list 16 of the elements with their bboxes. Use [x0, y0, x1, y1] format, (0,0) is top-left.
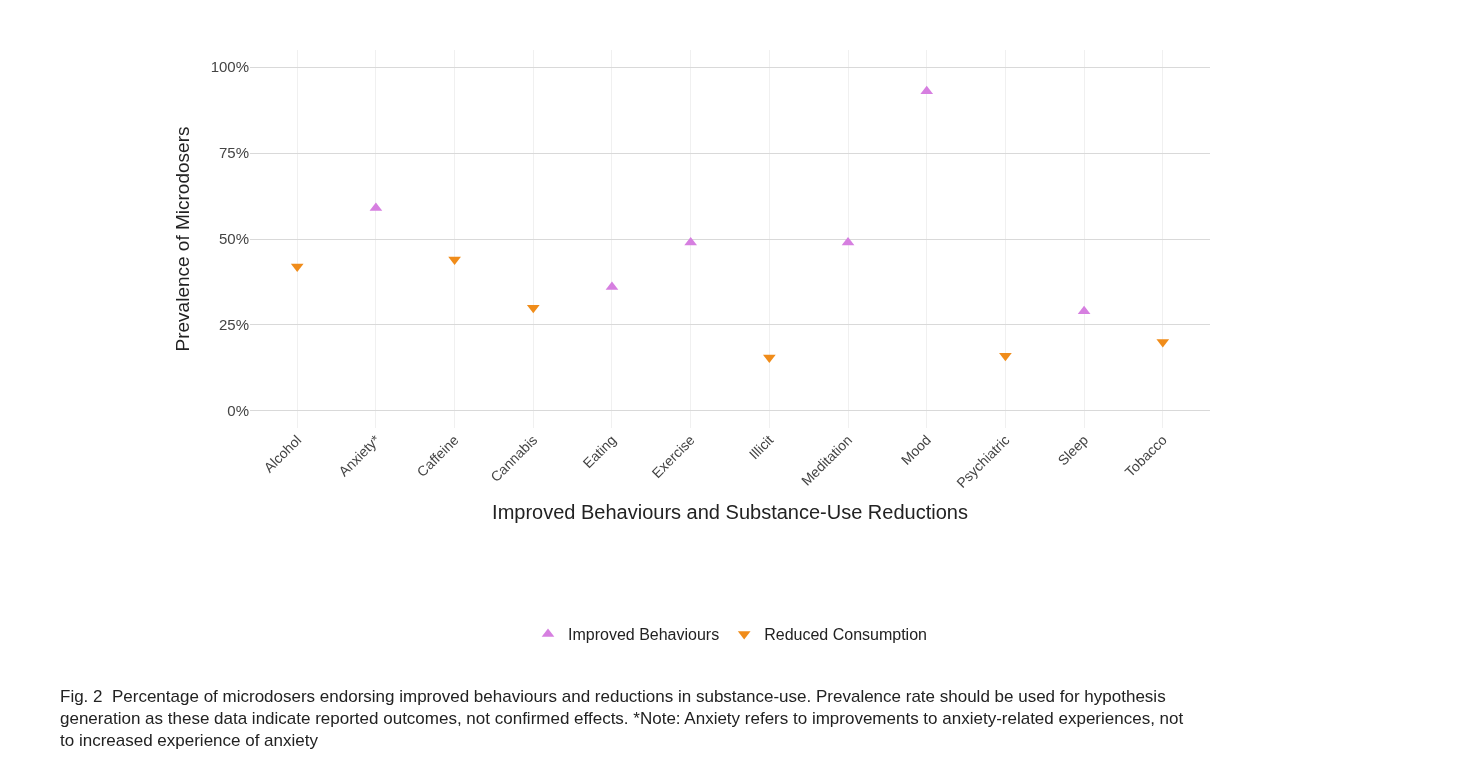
point	[762, 354, 776, 364]
legend-label: Improved Behaviours	[568, 626, 720, 644]
x-tick-label: Illicit	[745, 431, 777, 463]
x-axis-title: Improved Behaviours and Substance-Use Reductions	[492, 501, 968, 524]
y-tick-label: 50%	[218, 230, 249, 248]
caption: Fig. 2 Percentage of microdosers endorsing improved behaviours and reductions in substance-use. Prevalence rate should be used for hypothesis generation as these data indicate reported outcomes, not confirmed effects. *Note: Anxiety refers to improvements to anxiety-related experiences, not to increased experience of anxiety	[60, 687, 1184, 751]
y-tick-label: 0%	[227, 402, 249, 420]
y-tick-label: 25%	[218, 316, 249, 334]
point	[841, 236, 855, 246]
y-tick-label: 100%	[210, 58, 249, 76]
point	[448, 256, 461, 266]
point	[526, 304, 540, 314]
y-tick-label: 75%	[218, 144, 249, 162]
legend-label: Reduced Consumption	[764, 626, 927, 644]
point	[684, 236, 698, 246]
y-axis-title: Prevalence of Microdosers	[172, 126, 194, 352]
